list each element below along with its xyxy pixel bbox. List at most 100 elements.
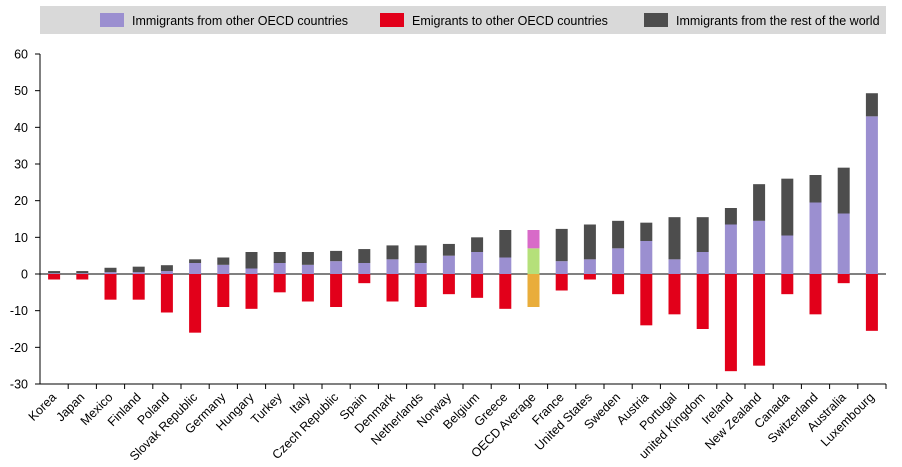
bar-immigrants-oecd xyxy=(753,220,766,274)
bar-immigrants-oecd xyxy=(76,273,89,274)
bar-immigrants-rest-of-world xyxy=(781,178,794,236)
bar-immigrants-rest-of-world xyxy=(76,271,89,274)
bar-emigrants-oecd xyxy=(76,274,89,280)
bar-emigrants-oecd xyxy=(696,274,709,329)
bar-immigrants-rest-of-world xyxy=(273,252,286,263)
bar-emigrants-oecd xyxy=(330,274,343,307)
bar-immigrants-rest-of-world xyxy=(696,217,709,252)
bar-emigrants-oecd xyxy=(612,274,625,295)
bar-emigrants-oecd xyxy=(414,274,427,307)
bar-immigrants-oecd xyxy=(386,259,399,274)
bar-emigrants-oecd xyxy=(104,274,117,300)
bar-emigrants-oecd xyxy=(217,274,230,307)
bar-immigrants-rest-of-world xyxy=(668,217,681,260)
bar-immigrants-oecd xyxy=(245,268,258,274)
y-tick-label: -30 xyxy=(10,378,28,392)
y-tick-label: -10 xyxy=(10,304,28,318)
bar-immigrants-oecd xyxy=(217,264,230,274)
bar-immigrants-oecd xyxy=(555,261,568,274)
bar-emigrants-oecd xyxy=(753,274,766,366)
bar-immigrants-oecd xyxy=(160,271,173,274)
bar-immigrants-rest-of-world xyxy=(245,252,258,269)
bar-immigrants-oecd xyxy=(132,272,145,274)
bar-immigrants-oecd xyxy=(865,116,878,274)
legend-swatch xyxy=(100,13,124,27)
bar-emigrants-oecd xyxy=(527,274,540,307)
bar-emigrants-oecd xyxy=(160,274,173,313)
bar-immigrants-oecd xyxy=(612,248,625,274)
bar-immigrants-rest-of-world xyxy=(753,184,766,221)
bar-immigrants-oecd xyxy=(104,272,117,274)
bar-immigrants-rest-of-world xyxy=(301,252,314,265)
bar-immigrants-oecd xyxy=(48,273,61,274)
bar-emigrants-oecd xyxy=(809,274,822,315)
bar-immigrants-rest-of-world xyxy=(612,220,625,249)
y-tick-label: 20 xyxy=(14,194,28,208)
legend-label: Immigrants from the rest of the world xyxy=(676,14,880,28)
bar-immigrants-rest-of-world xyxy=(837,167,850,214)
bar-immigrants-oecd xyxy=(724,224,737,274)
bar-immigrants-oecd xyxy=(273,263,286,274)
bar-immigrants-oecd xyxy=(358,263,371,274)
bar-emigrants-oecd xyxy=(668,274,681,315)
bar-emigrants-oecd xyxy=(442,274,455,295)
bar-immigrants-oecd xyxy=(583,259,596,274)
bar-emigrants-oecd xyxy=(132,274,145,300)
bar-immigrants-oecd xyxy=(668,259,681,274)
legend-label: Immigrants from other OECD countries xyxy=(132,14,348,28)
y-tick-label: 10 xyxy=(14,231,28,245)
bar-immigrants-oecd xyxy=(189,263,202,274)
bar-emigrants-oecd xyxy=(499,274,512,309)
bar-emigrants-oecd xyxy=(555,274,568,291)
bar-emigrants-oecd xyxy=(724,274,737,372)
y-tick-label: 30 xyxy=(14,158,28,172)
bar-immigrants-oecd xyxy=(442,255,455,274)
bar-immigrants-rest-of-world xyxy=(724,208,737,225)
bar-immigrants-oecd xyxy=(781,235,794,274)
bar-immigrants-rest-of-world xyxy=(48,271,61,274)
bar-emigrants-oecd xyxy=(471,274,484,298)
bar-immigrants-rest-of-world xyxy=(330,250,343,262)
y-tick-label: 60 xyxy=(14,48,28,62)
x-tick-label: Turkey xyxy=(248,390,285,427)
bar-emigrants-oecd xyxy=(358,274,371,284)
bar-immigrants-oecd xyxy=(837,213,850,274)
bar-immigrants-rest-of-world xyxy=(442,243,455,256)
bar-immigrants-rest-of-world xyxy=(132,266,145,273)
bar-immigrants-rest-of-world xyxy=(640,222,653,241)
bar-emigrants-oecd xyxy=(301,274,314,302)
bar-immigrants-oecd xyxy=(809,202,822,274)
y-tick-label: 40 xyxy=(14,121,28,135)
bar-immigrants-rest-of-world xyxy=(809,175,822,203)
bar-immigrants-rest-of-world xyxy=(358,249,371,263)
bar-emigrants-oecd xyxy=(245,274,258,309)
bar-immigrants-rest-of-world xyxy=(499,230,512,258)
bar-immigrants-oecd xyxy=(414,263,427,274)
bar-immigrants-rest-of-world xyxy=(527,230,540,249)
bar-immigrants-oecd xyxy=(471,252,484,274)
bar-emigrants-oecd xyxy=(865,274,878,331)
bar-immigrants-oecd xyxy=(640,241,653,274)
bar-emigrants-oecd xyxy=(48,274,61,280)
legend-swatch xyxy=(644,13,668,27)
bar-immigrants-rest-of-world xyxy=(217,257,230,265)
y-tick-label: 0 xyxy=(21,268,28,282)
bar-immigrants-rest-of-world xyxy=(583,224,596,260)
bar-immigrants-oecd xyxy=(696,252,709,274)
bar-emigrants-oecd xyxy=(273,274,286,293)
bar-immigrants-rest-of-world xyxy=(555,228,568,262)
bar-immigrants-rest-of-world xyxy=(865,93,878,117)
y-axis: -30 -20 -10 0 10 20 30 40 50 60 xyxy=(10,48,887,392)
bar-immigrants-rest-of-world xyxy=(471,237,484,252)
y-tick-label: -20 xyxy=(10,341,28,355)
bars xyxy=(48,93,878,372)
bar-immigrants-oecd xyxy=(499,257,512,274)
y-tick-label: 50 xyxy=(14,84,28,98)
bar-immigrants-rest-of-world xyxy=(189,259,202,263)
bar-emigrants-oecd xyxy=(189,274,202,333)
legend-background xyxy=(40,6,886,34)
bar-immigrants-oecd xyxy=(527,248,540,274)
